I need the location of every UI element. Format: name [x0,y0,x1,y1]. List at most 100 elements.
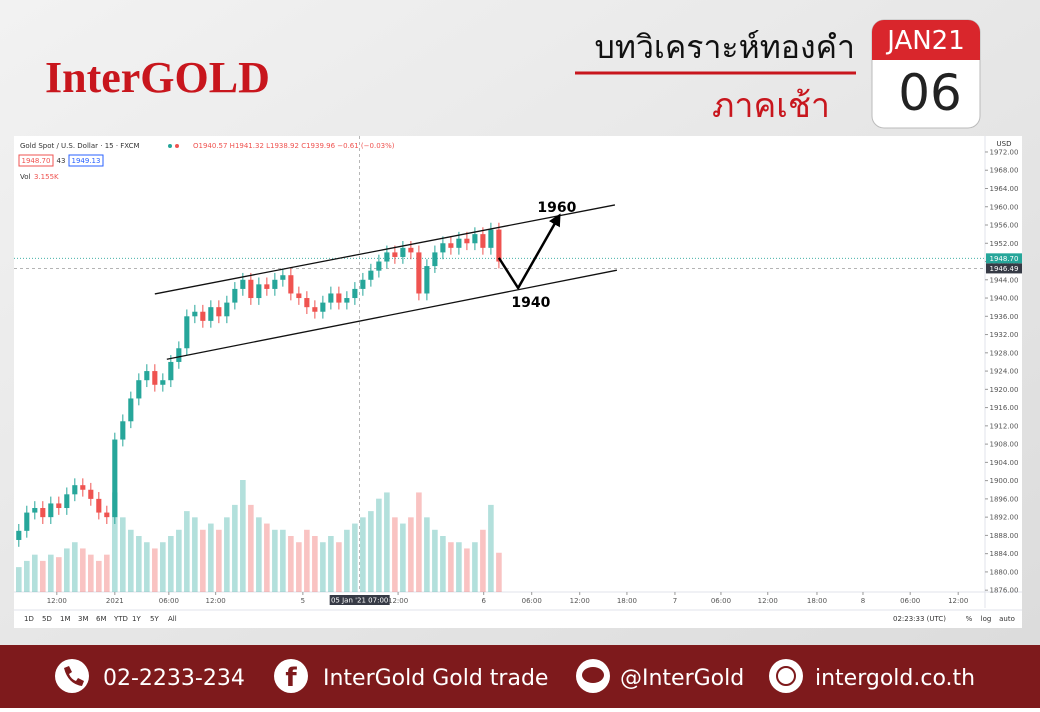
y-tick-label: 1880.00 [990,568,1019,576]
y-tick-label: 1892.00 [990,514,1019,522]
volume-bar [208,523,214,592]
auto-toggle[interactable]: auto [999,615,1015,623]
volume-bar [456,542,462,592]
x-tick-label: 12:00 [948,597,968,605]
volume-bar [368,511,374,592]
candle-body [56,503,62,509]
range-button[interactable]: 1D [24,615,34,623]
volume-bar [192,517,198,592]
candle-body [144,371,150,381]
y-tick-label: 1932.00 [990,331,1019,339]
candle-body [320,302,326,312]
status-dot [175,144,179,148]
header-subtitle: ภาคเช้า [712,86,830,126]
y-tick-label: 1900.00 [990,477,1019,485]
candle-body [328,293,334,303]
phone-glyph [64,666,84,686]
x-tick-label: 5 [301,597,305,605]
candle-body [400,247,406,257]
y-tick-label: 1972.00 [990,148,1019,156]
crosshair-time-label: 05 Jan '21 07:00 [331,597,388,605]
trendline [154,204,616,295]
range-button[interactable]: 1Y [132,615,141,623]
range-button[interactable]: 3M [78,615,89,623]
candle-body [96,498,102,513]
volume-bar [288,536,294,592]
candle-body [104,512,110,518]
volume-bar [328,536,334,592]
volume-bar [96,560,102,592]
crosshair-time-box [329,595,390,605]
candle-body [24,512,30,531]
candle-body [448,243,454,248]
last-price-box [986,253,1022,264]
candle-body [360,279,366,289]
candle-body [440,243,446,253]
candle-body [168,361,174,381]
candle-body [264,284,270,289]
annotation: 1940 [511,295,550,311]
volume-bar [88,554,94,592]
chart-panel [14,136,1022,628]
range-button[interactable]: YTD [113,615,128,623]
line: @InterGold [620,666,744,691]
volume-label: Vol [20,173,31,181]
volume-bar [352,523,358,592]
candle-body [240,279,246,289]
volume-bar [376,498,382,592]
y-tick-label: 1936.00 [990,313,1019,321]
candle-body [216,307,222,317]
range-button[interactable]: 5Y [150,615,159,623]
volume-bar [472,542,478,592]
y-tick-label: 1924.00 [990,368,1019,376]
volume-bar [408,517,414,592]
range-button[interactable]: All [168,615,177,623]
volume-bar [200,529,206,592]
x-tick-label: 06:00 [159,597,179,605]
percent-toggle[interactable]: % [966,615,973,623]
candle-body [192,311,198,317]
forecast-arrow [497,213,561,290]
volume-bar [144,542,150,592]
candle-body [176,348,182,362]
volume-bar [312,536,318,592]
volume-bar [344,529,350,592]
footer [0,645,1040,708]
candle-body [208,307,214,321]
volume-bar [400,523,406,592]
volume-bar [168,536,174,592]
bid-box [18,154,54,167]
candle-body [456,238,462,248]
x-tick-label: 06:00 [711,597,731,605]
range-button[interactable]: 6M [96,615,107,623]
candle-body [160,380,166,385]
facebook: InterGold Gold trade [323,666,548,691]
volume-bar [152,548,158,592]
candle-body [376,261,382,271]
candle-body [72,485,78,495]
x-tick-label: 12:00 [47,597,67,605]
candle-body [464,238,470,244]
candle-body [88,489,94,499]
volume-bar [336,542,342,592]
globe-icon [769,659,803,693]
y-tick-label: 1968.00 [990,167,1019,175]
volume-bar [464,548,470,592]
volume-bar [136,536,142,592]
candle-body [488,229,494,248]
range-button[interactable]: 5D [42,615,52,623]
range-button[interactable]: 1M [60,615,71,623]
candle-body [424,266,430,294]
volume-bar [432,529,438,592]
volume-bar [40,560,46,592]
phone-icon [55,659,89,693]
volume-bar [16,567,22,592]
x-tick-label: 12:00 [570,597,590,605]
log-toggle[interactable]: log [981,615,992,623]
spread: 43 [57,157,66,165]
volume-bar [424,517,430,592]
volume-bar [248,504,254,592]
toolbar: 1D 5D 1M 3M 6M YTD 1Y 5Y All [24,615,177,623]
y-tick-label: 1956.00 [990,222,1019,230]
volume-bar [112,492,118,592]
